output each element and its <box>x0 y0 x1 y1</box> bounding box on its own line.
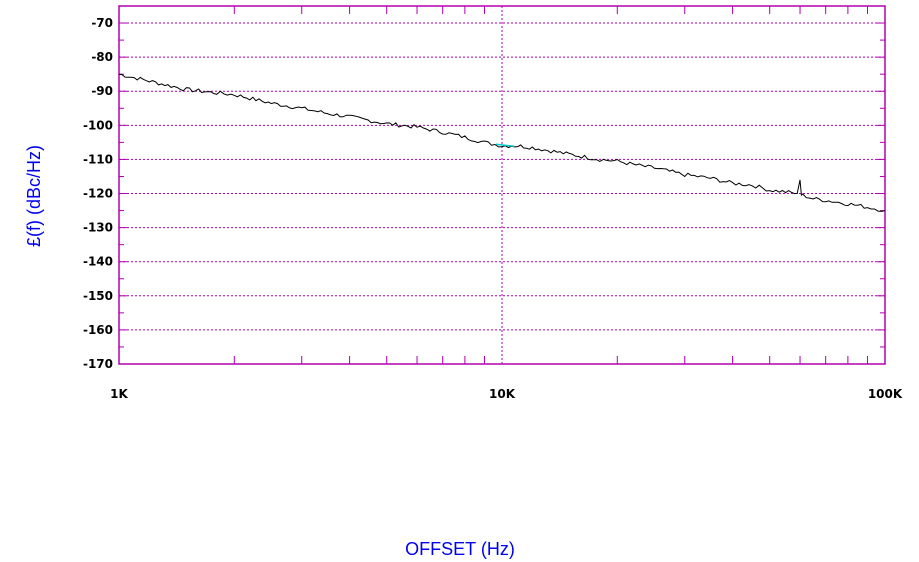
x-tick-labels: 1K 10K 100K <box>110 387 903 401</box>
x-tick-label: 1K <box>110 387 128 401</box>
noise-trace <box>118 73 886 212</box>
y-tick-label: -90 <box>91 84 113 98</box>
minor-ticks <box>119 6 885 365</box>
y-tick-label: -80 <box>91 50 113 64</box>
y-tick-label: -130 <box>83 221 113 235</box>
plot-frame <box>118 5 886 365</box>
y-tick-label: -110 <box>83 152 113 166</box>
grid-lines <box>119 6 885 364</box>
y-tick-label: -150 <box>83 289 113 303</box>
y-tick-label: -70 <box>91 16 113 30</box>
y-tick-label: -170 <box>83 357 113 371</box>
y-tick-label: -120 <box>83 187 113 201</box>
y-tick-labels: -70 -80 -90 -100 -110 -120 -130 -140 -150 -160 -17… <box>83 16 113 371</box>
y-tick-label: -140 <box>83 255 113 269</box>
x-tick-label: 100K <box>868 387 903 401</box>
y-tick-label: -160 <box>83 323 113 337</box>
x-tick-label: 10K <box>489 387 516 401</box>
y-axis-title: £(f) (dBc/Hz) <box>24 145 44 247</box>
x-axis-title: OFFSET (Hz) <box>405 539 515 559</box>
y-tick-label: -100 <box>83 118 113 132</box>
marker-segment <box>495 143 515 148</box>
